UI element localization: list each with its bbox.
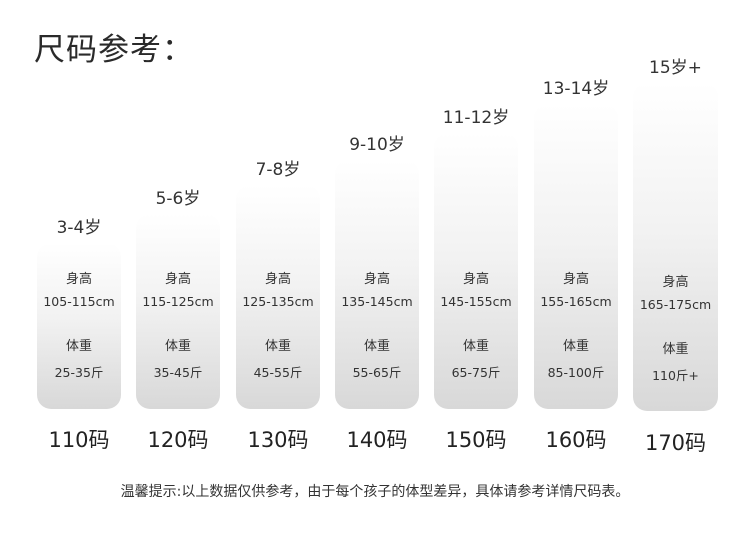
weight-value: 25-35斤 xyxy=(54,365,104,380)
height-label: 身高 xyxy=(65,272,92,287)
height-value: 145-155cm xyxy=(440,294,512,309)
age-label: 9-10岁 xyxy=(349,135,405,155)
weight-value: 110斤+ xyxy=(652,368,699,383)
size-label: 150码 xyxy=(445,428,507,452)
size-column: 5-6岁身高 115-125cm 体重 35-45斤 120码 xyxy=(136,0,220,541)
height-value: 135-145cm xyxy=(341,294,413,309)
age-label: 3-4岁 xyxy=(56,218,102,238)
size-label: 120码 xyxy=(147,428,209,452)
size-column: 3-4岁身高 105-115cm 体重 25-35斤 110码 xyxy=(37,0,121,541)
size-column: 9-10岁身高 135-145cm 体重 55-65斤 140码 xyxy=(335,0,419,541)
height-label: 身高 xyxy=(462,272,489,287)
age-label: 7-8岁 xyxy=(255,160,301,180)
size-card xyxy=(37,243,121,409)
size-card xyxy=(434,133,518,409)
weight-value: 85-100斤 xyxy=(547,365,605,380)
weight-label: 体重 xyxy=(264,339,291,354)
weight-label: 体重 xyxy=(462,339,489,354)
height-label: 身高 xyxy=(662,275,689,290)
height-label: 身高 xyxy=(363,272,390,287)
size-column: 11-12岁身高 145-155cm 体重 65-75斤 150码 xyxy=(434,0,518,541)
height-value: 115-125cm xyxy=(142,294,214,309)
weight-label: 体重 xyxy=(65,339,92,354)
height-value: 105-115cm xyxy=(43,294,115,309)
weight-value: 55-65斤 xyxy=(352,365,402,380)
size-tip: 温馨提示:以上数据仅供参考，由于每个孩子的体型差异，具体请参考详情尺码表。 xyxy=(120,484,630,500)
age-label: 5-6岁 xyxy=(155,189,201,209)
weight-label: 体重 xyxy=(562,339,589,354)
weight-value: 45-55斤 xyxy=(253,365,303,380)
size-label: 110码 xyxy=(48,428,110,452)
weight-value: 65-75斤 xyxy=(451,365,501,380)
age-label: 11-12岁 xyxy=(442,108,510,128)
height-label: 身高 xyxy=(562,272,589,287)
height-label: 身高 xyxy=(264,272,291,287)
size-label: 170码 xyxy=(644,431,707,455)
size-card xyxy=(335,160,419,409)
size-card xyxy=(534,104,618,409)
height-value: 155-165cm xyxy=(540,294,612,309)
size-card xyxy=(136,214,220,409)
weight-value: 35-45斤 xyxy=(153,365,203,380)
age-label: 15岁+ xyxy=(649,58,702,78)
height-value: 125-135cm xyxy=(242,294,314,309)
weight-label: 体重 xyxy=(662,342,689,357)
size-label: 160码 xyxy=(545,428,607,452)
weight-label: 体重 xyxy=(363,339,390,354)
size-column: 13-14岁身高 155-165cm 体重 85-100斤 160码 xyxy=(534,0,618,541)
size-card xyxy=(633,83,718,411)
size-column: 7-8岁身高 125-135cm 体重 45-55斤 130码 xyxy=(236,0,320,541)
weight-label: 体重 xyxy=(164,339,191,354)
size-column: 15岁+ 身高 165-175cm 体重 110斤+ 170码 xyxy=(633,0,718,541)
size-card xyxy=(236,185,320,409)
size-label: 130码 xyxy=(247,428,309,452)
size-label: 140码 xyxy=(346,428,408,452)
height-value: 165-175cm xyxy=(639,297,712,312)
page-title: 尺码参考： xyxy=(34,32,194,68)
age-label: 13-14岁 xyxy=(542,79,610,99)
height-label: 身高 xyxy=(164,272,191,287)
